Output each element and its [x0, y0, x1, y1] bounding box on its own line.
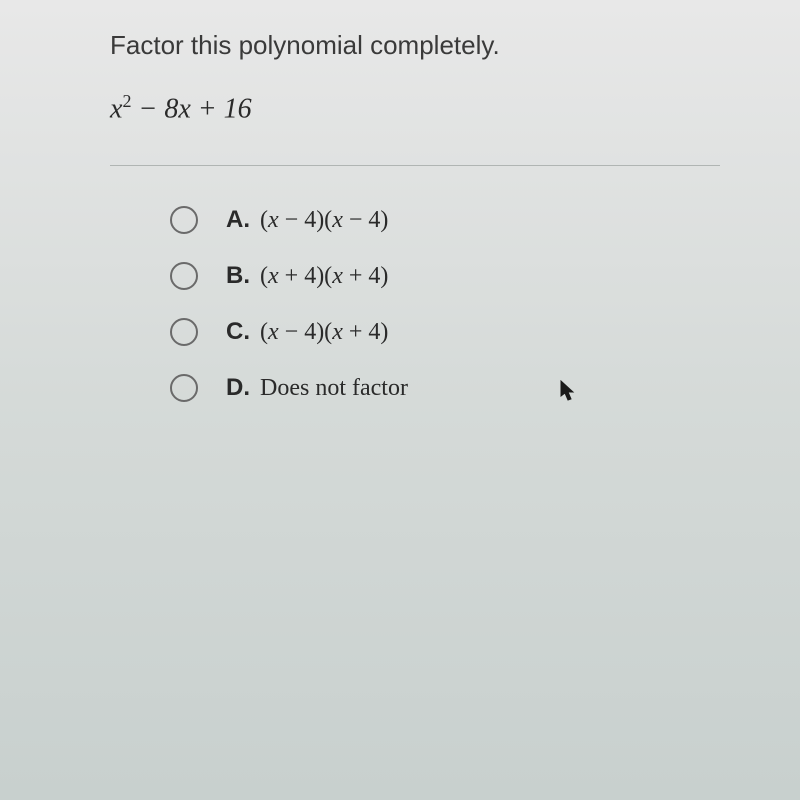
divider [110, 165, 720, 166]
option-c-label: C. [226, 318, 250, 346]
option-a[interactable]: A. (x − 4)(x − 4) [170, 206, 760, 234]
question-prompt: Factor this polynomial completely. [110, 30, 760, 61]
radio-c[interactable] [170, 318, 198, 346]
option-b[interactable]: B. (x + 4)(x + 4) [170, 262, 760, 290]
option-d-text: Does not factor [260, 375, 408, 402]
radio-b[interactable] [170, 262, 198, 290]
option-c-text: (x − 4)(x + 4) [260, 319, 388, 346]
options-group: A. (x − 4)(x − 4) B. (x + 4)(x + 4) C. (… [170, 206, 760, 402]
option-d-label: D. [226, 374, 250, 402]
option-a-text: (x − 4)(x − 4) [260, 207, 388, 234]
option-a-label: A. [226, 206, 250, 234]
radio-a[interactable] [170, 206, 198, 234]
option-d[interactable]: D. Does not factor [170, 374, 760, 402]
option-b-label: B. [226, 262, 250, 290]
polynomial-expression: x2 − 8x + 16 [110, 91, 760, 125]
option-c[interactable]: C. (x − 4)(x + 4) [170, 318, 760, 346]
radio-d[interactable] [170, 374, 198, 402]
cursor-icon [560, 380, 576, 408]
option-b-text: (x + 4)(x + 4) [260, 263, 388, 290]
